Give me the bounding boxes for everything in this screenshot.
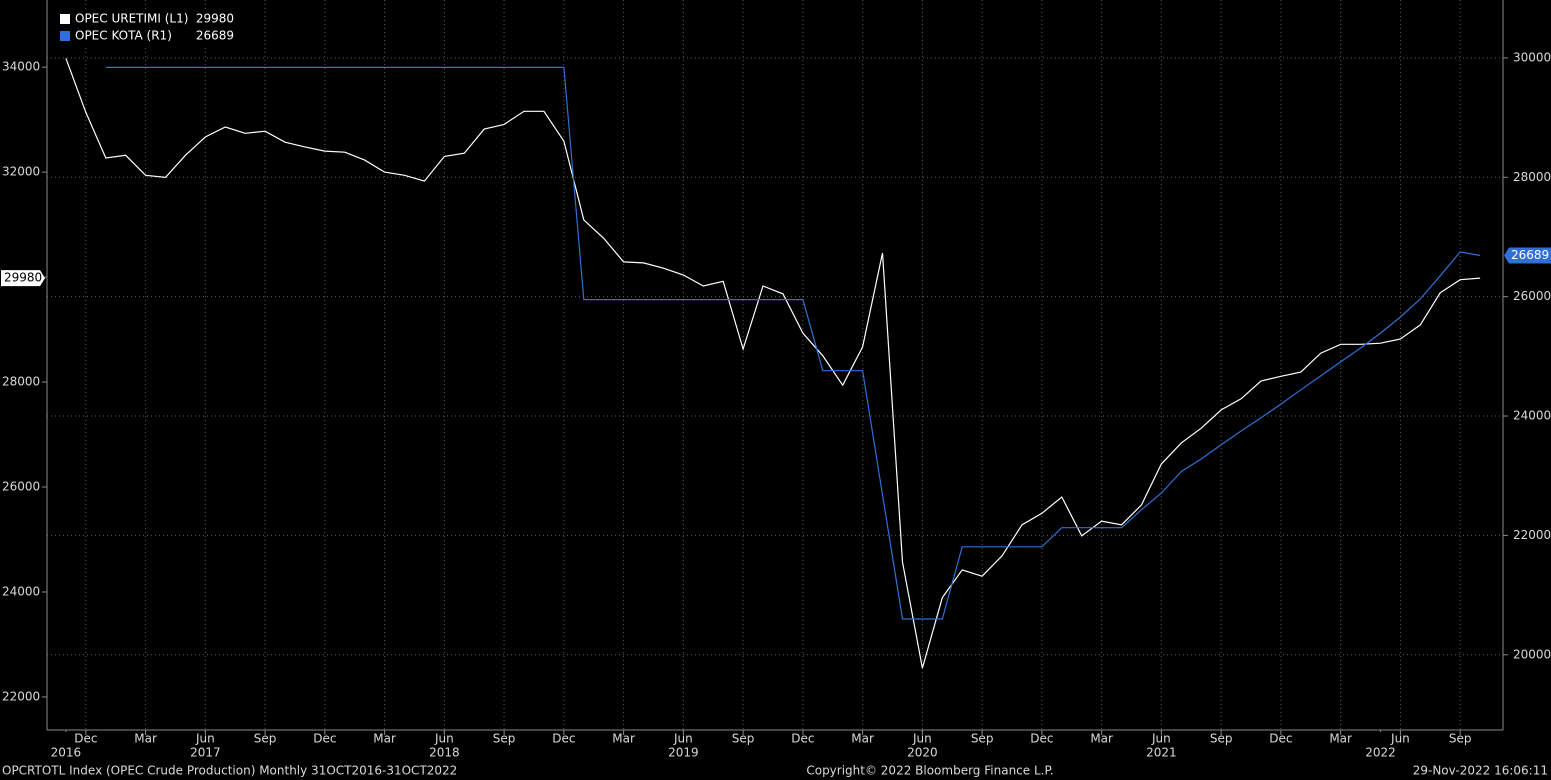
y-tick-label: 24000 xyxy=(2,584,40,598)
x-tick-label: Jun xyxy=(1151,732,1171,746)
last-value-label: 29980 xyxy=(4,271,42,285)
series-line xyxy=(65,58,1481,669)
x-tick-label: Dec xyxy=(313,732,336,746)
y2-tick-label: 26000 xyxy=(1513,289,1551,303)
y2-tick-label: 22000 xyxy=(1513,528,1551,542)
last-value-badge xyxy=(1504,247,1551,264)
footer-left: OPCRTOTL Index (OPEC Crude Production) M… xyxy=(2,764,457,778)
x-tick-label: Sep xyxy=(493,732,516,746)
x-tick-label: Mar xyxy=(373,732,396,746)
y2-tick-label: 28000 xyxy=(1513,170,1551,184)
x-tick-label: Mar xyxy=(851,732,874,746)
y-tick-label: 28000 xyxy=(2,375,40,389)
last-value-badge xyxy=(1,270,45,287)
x-tick-label: Dec xyxy=(791,732,814,746)
y-tick-label: 32000 xyxy=(2,165,40,179)
x-tick-label: Dec xyxy=(552,732,575,746)
last-value-label: 26689 xyxy=(1511,248,1549,262)
footer-center: Copyright© 2022 Bloomberg Finance L.P. xyxy=(806,764,1053,778)
x-tick-label: Jun xyxy=(673,732,693,746)
y-tick-label: 22000 xyxy=(2,689,40,703)
x-tick-label: Sep xyxy=(971,732,994,746)
year-label: 2018 xyxy=(429,746,460,760)
x-tick-label: Mar xyxy=(134,732,157,746)
x-tick-label: Dec xyxy=(1030,732,1053,746)
legend-value: 26689 xyxy=(196,29,234,43)
footer-right: 29-Nov-2022 16:06:11 xyxy=(1413,764,1548,778)
legend-box xyxy=(56,9,242,45)
x-tick-label: Dec xyxy=(1269,732,1292,746)
x-tick-label: Jun xyxy=(434,732,454,746)
year-label: 2016 xyxy=(51,746,82,760)
year-label: 2017 xyxy=(190,746,221,760)
year-label: 2022 xyxy=(1365,746,1396,760)
x-tick-label: Jun xyxy=(912,732,932,746)
y2-tick-label: 20000 xyxy=(1513,647,1551,661)
year-label: 2019 xyxy=(668,746,699,760)
legend-label: OPEC URETIMI (L1) xyxy=(75,12,188,26)
x-tick-label: Sep xyxy=(254,732,277,746)
legend-swatch xyxy=(60,14,70,24)
x-tick-label: Jun xyxy=(195,732,215,746)
x-tick-label: Sep xyxy=(732,732,755,746)
year-label: 2020 xyxy=(907,746,938,760)
x-tick-label: Sep xyxy=(1449,732,1472,746)
y-tick-label: 26000 xyxy=(2,480,40,494)
x-tick-label: Mar xyxy=(1090,732,1113,746)
grid-layer xyxy=(47,0,1503,730)
year-label: 2021 xyxy=(1146,746,1177,760)
x-tick-label: Mar xyxy=(612,732,635,746)
x-tick-label: Jun xyxy=(1390,732,1410,746)
y2-tick-label: 24000 xyxy=(1513,409,1551,423)
x-tick-label: Sep xyxy=(1210,732,1233,746)
legend-swatch xyxy=(60,31,70,41)
legend-label: OPEC KOTA (R1) xyxy=(75,29,172,43)
x-tick-label: Mar xyxy=(1329,732,1352,746)
x-tick-label: Dec xyxy=(74,732,97,746)
series-line xyxy=(105,66,1481,620)
y2-tick-label: 30000 xyxy=(1513,50,1551,64)
y-tick-label: 34000 xyxy=(2,60,40,74)
legend-value: 29980 xyxy=(196,12,234,26)
